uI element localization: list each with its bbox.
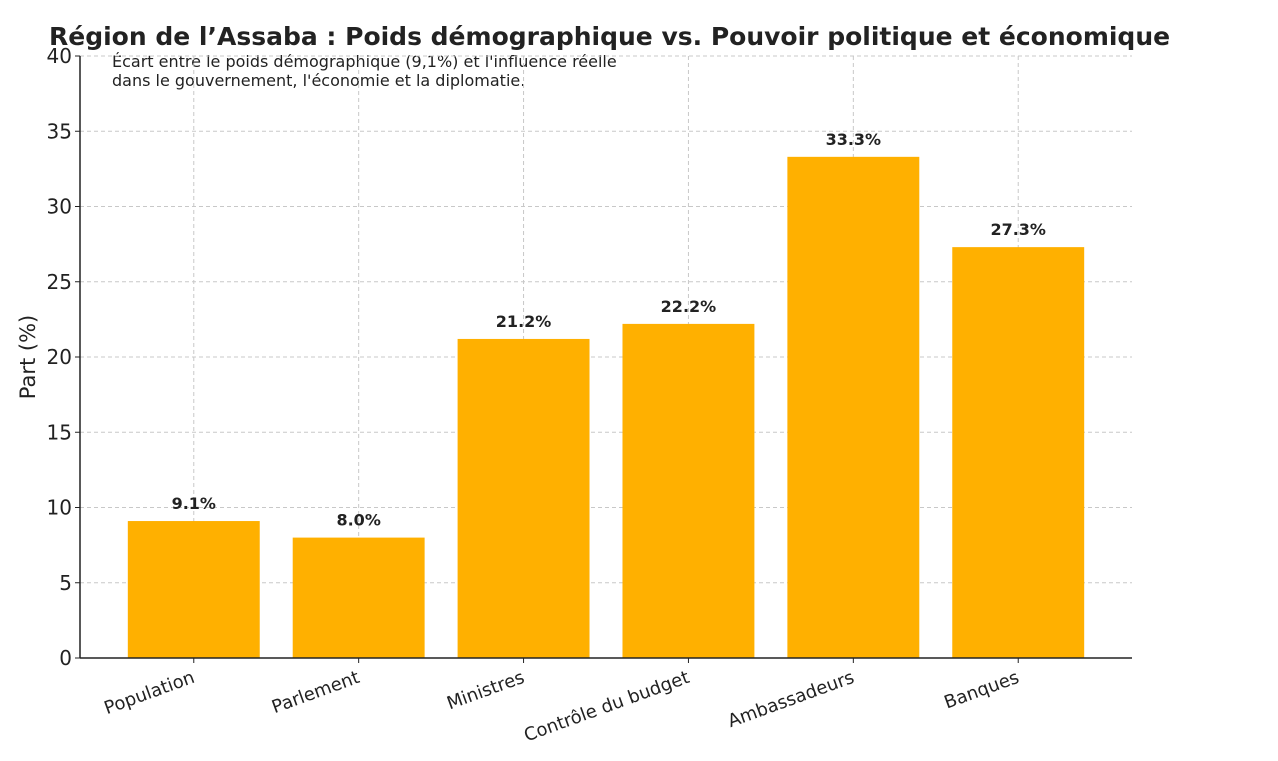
value-label: 27.3% <box>990 220 1046 239</box>
bar <box>952 247 1085 658</box>
x-tick-label: Banques <box>941 667 1022 713</box>
x-tick-label: Parlement <box>269 667 362 718</box>
y-tick-label: 15 <box>47 420 72 444</box>
chart-subtitle: dans le gouvernement, l'économie et la d… <box>112 71 525 90</box>
bar <box>622 323 755 658</box>
x-tick-label: Contrôle du budget <box>521 667 692 746</box>
y-tick-label: 25 <box>47 270 72 294</box>
bar <box>787 156 920 658</box>
y-tick-label: 40 <box>47 44 72 68</box>
y-tick-label: 35 <box>47 119 72 143</box>
y-axis-label: Part (%) <box>16 315 40 399</box>
y-tick-label: 20 <box>47 345 72 369</box>
y-tick-label: 10 <box>47 496 72 520</box>
chart-subtitle: Écart entre le poids démographique (9,1%… <box>112 52 617 71</box>
chart-title: Région de l’Assaba : Poids démographique… <box>49 22 1170 51</box>
y-tick-label: 30 <box>47 195 72 219</box>
value-label: 9.1% <box>172 494 216 513</box>
value-label: 8.0% <box>336 511 380 530</box>
x-tick-label: Ministres <box>444 667 527 714</box>
y-tick-label: 0 <box>59 646 72 670</box>
value-label: 33.3% <box>826 130 882 149</box>
bar <box>457 338 590 658</box>
x-tick-label: Population <box>101 667 197 719</box>
y-tick-label: 5 <box>59 571 72 595</box>
value-label: 21.2% <box>496 312 552 331</box>
x-tick-label: Ambassadeurs <box>725 667 857 732</box>
bar <box>127 521 260 658</box>
value-label: 22.2% <box>661 297 717 316</box>
bar <box>292 537 425 658</box>
